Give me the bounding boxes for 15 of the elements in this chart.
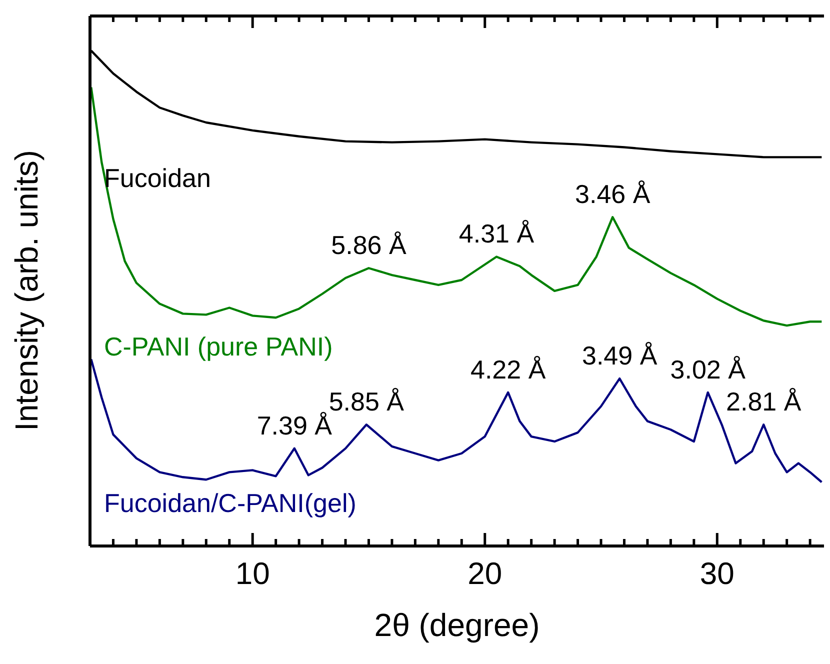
annotation: 5.86 Å [331,230,407,260]
series-label: Fucoidan/C-PANI(gel) [104,488,356,518]
annotation: 4.22 Å [470,354,546,384]
x-tick-label: 20 [468,556,502,591]
annotation: 3.49 Å [582,340,658,371]
x-tick-label: 30 [700,556,734,591]
annotation: 3.46 Å [575,179,651,210]
series-label: Fucoidan [104,163,211,194]
y-axis-title: Intensity (arb. units) [8,150,44,431]
annotation: 3.02 Å [670,354,746,384]
x-axis-title: 2θ (degree) [374,607,540,643]
annotation: 4.31 Å [458,218,535,249]
series-label: C-PANI (pure PANI) [104,332,333,362]
annotation: 2.81 Å [726,386,802,417]
x-tick-label: 10 [235,556,270,591]
